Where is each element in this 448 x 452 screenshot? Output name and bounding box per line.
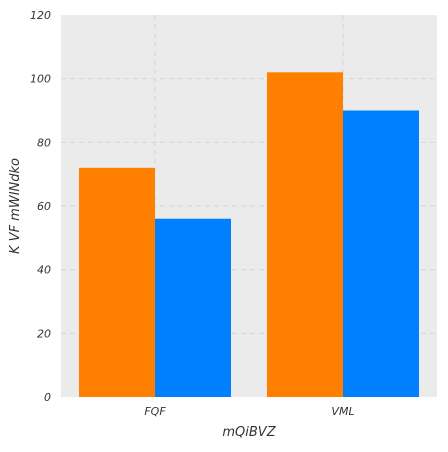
y-tick-label: 80	[37, 136, 51, 149]
bar-fqf-series-1	[79, 167, 155, 397]
y-tick-label: 0	[44, 391, 51, 404]
x-axis-label: mQiBVZ	[222, 425, 276, 440]
bar-vml-series-2	[343, 110, 419, 397]
y-tick-label: 40	[37, 264, 51, 277]
x-tick-label: FQF	[144, 405, 166, 418]
y-tick-label: 60	[37, 200, 51, 213]
y-tick-label: 20	[37, 327, 51, 340]
x-axis-ticks: FQF VML	[144, 405, 354, 418]
y-axis-label: K VF mWINdko	[8, 158, 23, 254]
x-tick-label: VML	[331, 405, 354, 418]
y-tick-label: 120	[30, 9, 51, 22]
bar-fqf-series-2	[155, 218, 231, 397]
y-tick-label: 100	[30, 73, 51, 86]
bar-vml-series-1	[267, 72, 343, 398]
y-axis-ticks: 0 20 40 60 80 100 120	[30, 9, 51, 404]
bars	[79, 72, 419, 398]
